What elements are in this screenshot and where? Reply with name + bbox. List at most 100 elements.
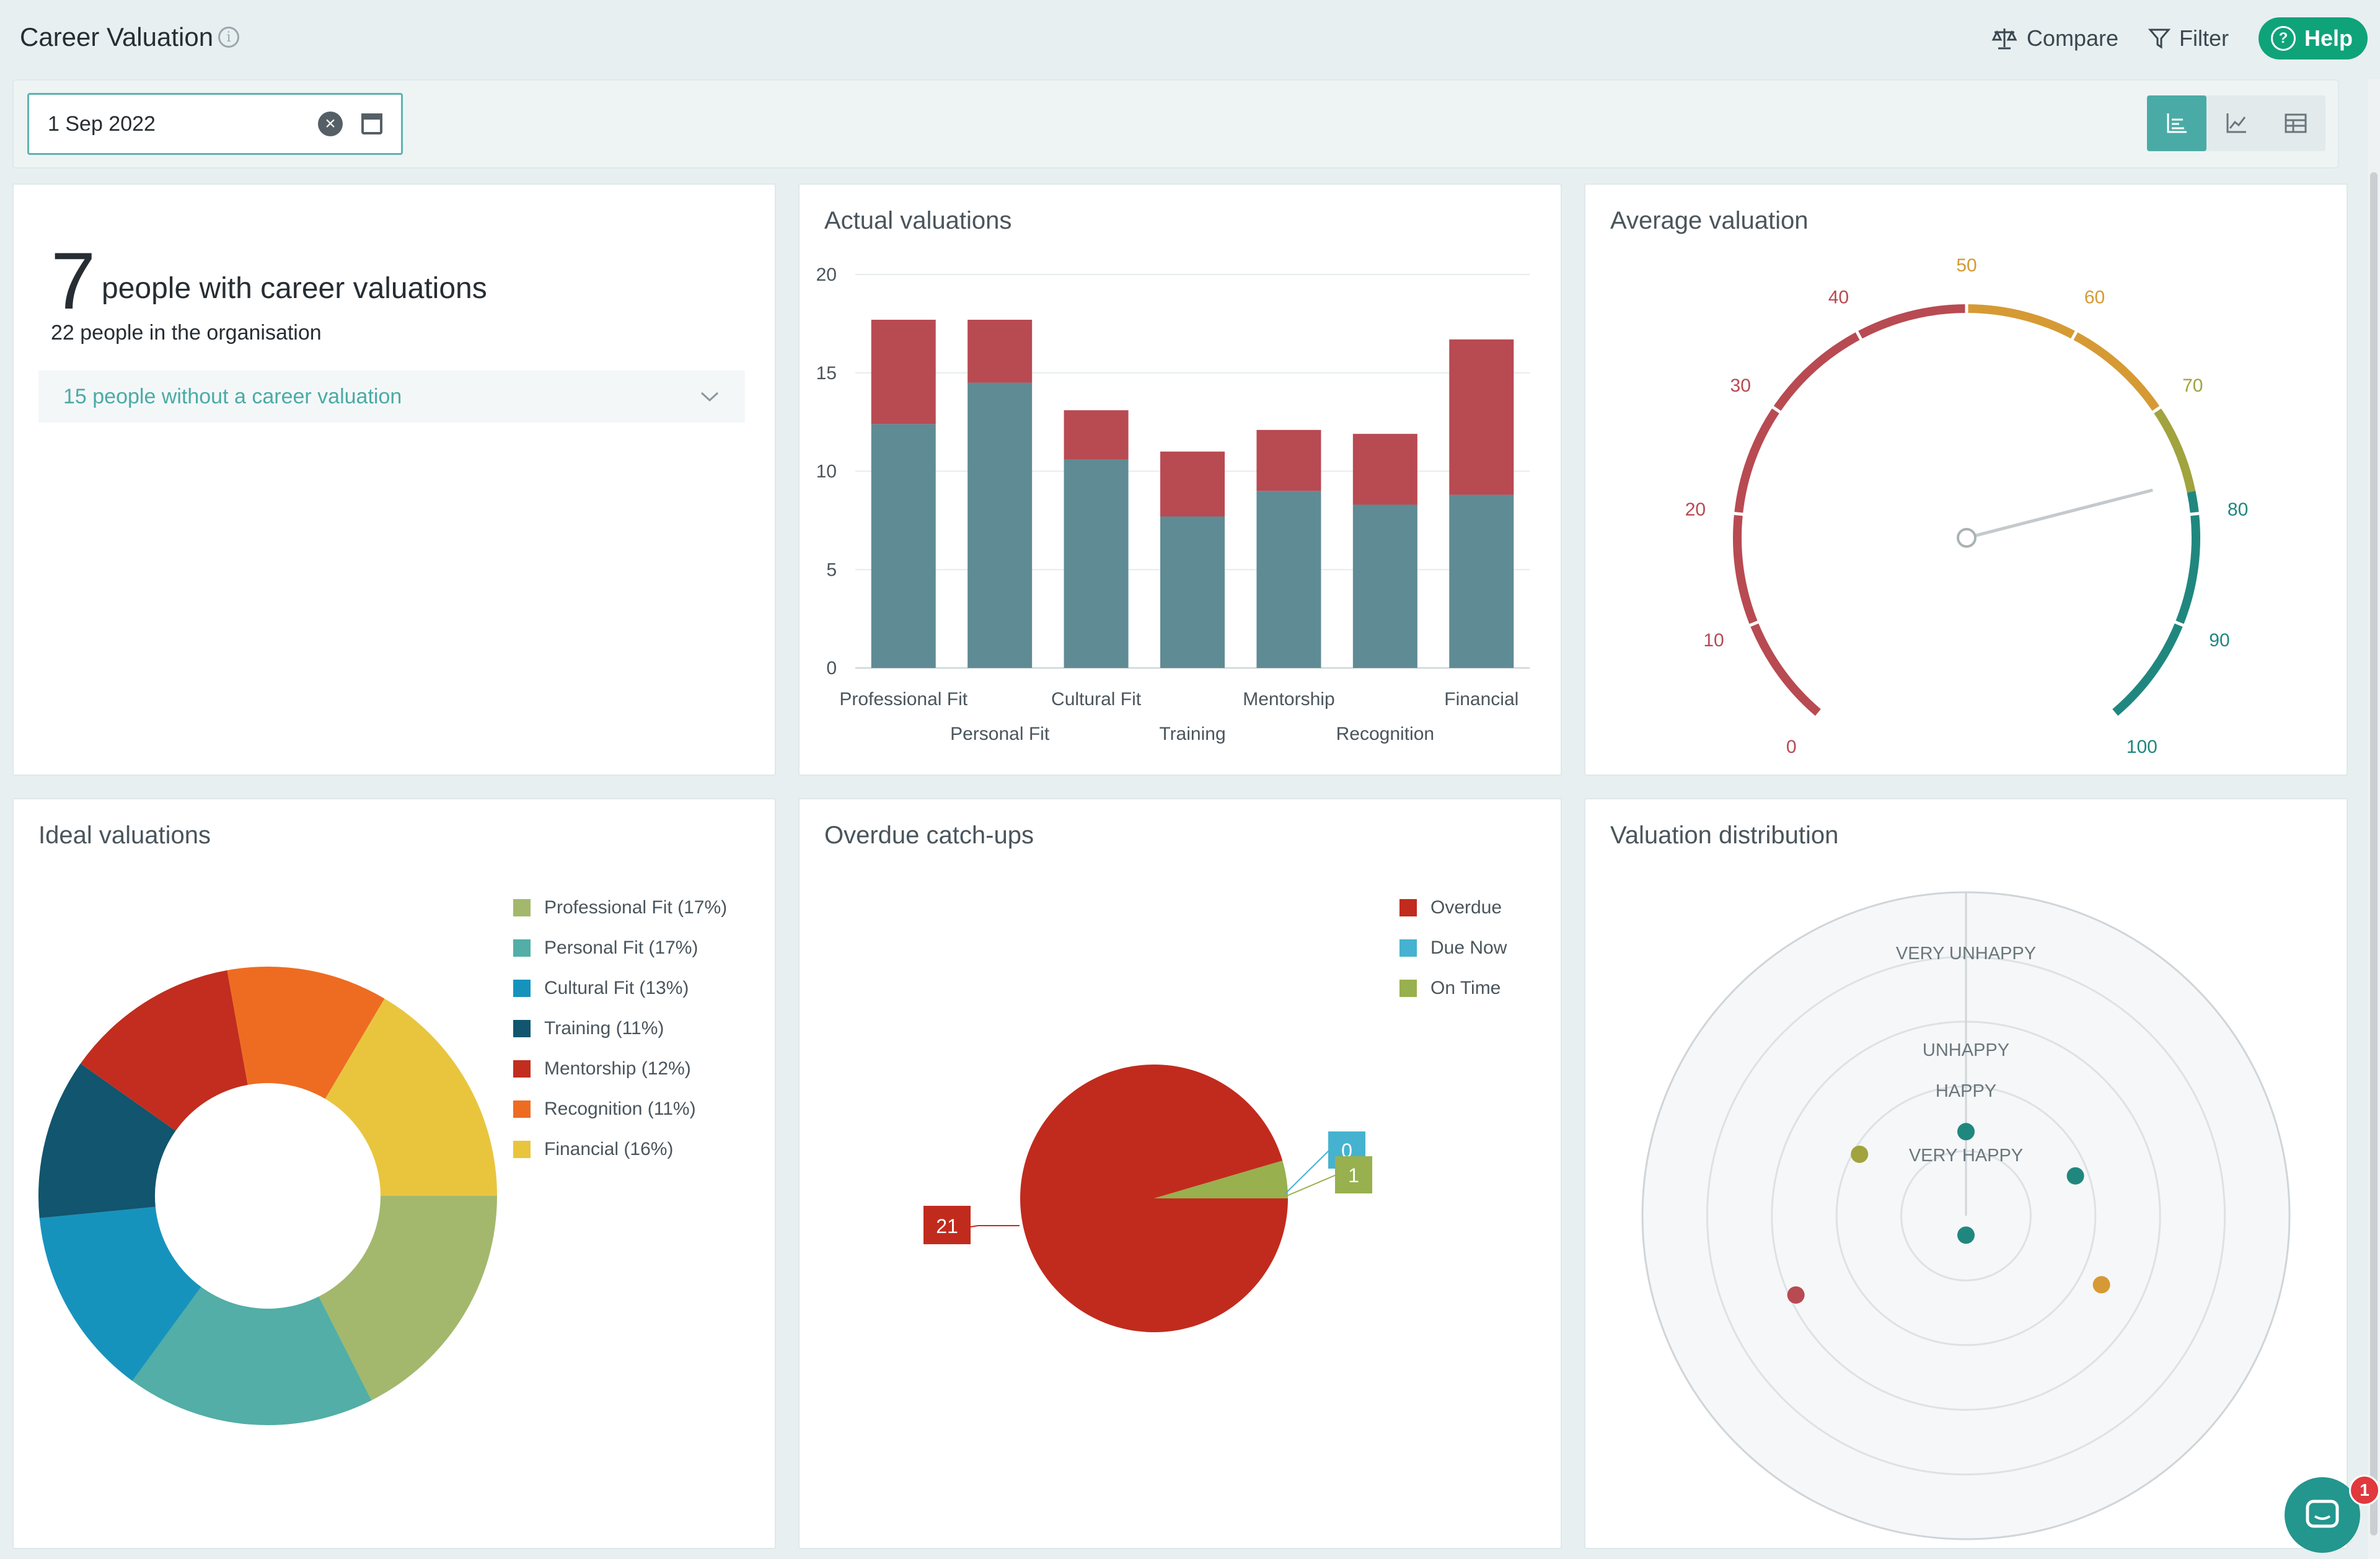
bar-segment-top — [967, 320, 1033, 383]
bar-segment-top — [1160, 451, 1225, 517]
gauge-tick — [1733, 512, 1744, 516]
scale-icon — [1991, 29, 2017, 50]
legend-item[interactable]: Overdue — [1399, 887, 1507, 928]
filter-icon — [2148, 29, 2171, 49]
gauge-tick — [2070, 330, 2078, 341]
ring-label: HAPPY — [1936, 1081, 1996, 1101]
gauge-tick — [2109, 708, 2118, 719]
filter-button[interactable]: Filter — [2148, 25, 2229, 51]
toolbar: 1 Sep 2022 × — [12, 79, 2339, 169]
date-input[interactable]: 1 Sep 2022 × — [27, 93, 403, 155]
top-bar: Career Valuation i Compare Filter ? Help — [0, 0, 2380, 78]
calendar-icon[interactable] — [361, 113, 382, 134]
bar-segment-base — [967, 382, 1033, 668]
y-tick-label: 5 — [826, 560, 837, 580]
gauge-tick — [1748, 620, 1760, 627]
legend-label: Mentorship (12%) — [544, 1058, 691, 1079]
card-title: Overdue catch-ups — [824, 822, 1034, 849]
legend-item[interactable]: On Time — [1399, 968, 1507, 1008]
legend-swatch — [513, 939, 531, 957]
bar-segment-top — [1352, 434, 1417, 505]
bar-segment-top — [1064, 410, 1129, 460]
scrollbar[interactable] — [2368, 79, 2380, 1559]
legend-item[interactable]: Mentorship (12%) — [513, 1048, 727, 1089]
scatter-point — [1957, 1226, 1975, 1244]
donut-slice — [38, 1063, 176, 1218]
scatter-point — [1787, 1286, 1805, 1304]
table-view-button[interactable] — [2266, 95, 2325, 151]
legend-item[interactable]: Cultural Fit (13%) — [513, 968, 727, 1008]
leader-line — [970, 1225, 1020, 1227]
gauge-arc-segment — [1966, 304, 2161, 413]
legend-item[interactable]: Recognition (11%) — [513, 1089, 727, 1129]
gauge-tick — [2189, 512, 2200, 516]
pie-slice-overdue — [1020, 1064, 1288, 1332]
table-icon — [2285, 113, 2307, 133]
data-label: 1 — [1348, 1164, 1359, 1187]
legend-item[interactable]: Training (11%) — [513, 1008, 727, 1048]
legend-label: Training (11%) — [544, 1017, 664, 1039]
gauge-pivot — [1957, 528, 1977, 548]
legend-item[interactable]: Personal Fit (17%) — [513, 928, 727, 968]
line-view-button[interactable] — [2206, 95, 2266, 151]
compare-button[interactable]: Compare — [1991, 25, 2118, 51]
donut-slice — [80, 970, 248, 1131]
actual-valuations-card: Actual valuations 0 5 10 15 20 Professional F… — [798, 183, 1562, 776]
clear-date-icon[interactable]: × — [318, 112, 343, 136]
ring-label: VERY UNHAPPY — [1896, 944, 2036, 964]
chevron-down-icon — [700, 392, 719, 402]
help-button[interactable]: ? Help — [2258, 17, 2368, 59]
legend-label: On Time — [1430, 977, 1501, 998]
x-tick-label: Cultural Fit — [1051, 689, 1142, 709]
x-tick-label: Professional Fit — [839, 689, 967, 709]
without-valuation-expander[interactable]: 15 people without a career valuation — [38, 371, 745, 423]
legend-swatch — [513, 1060, 531, 1078]
legend-item[interactable]: Professional Fit (17%) — [513, 887, 727, 928]
info-icon[interactable]: i — [218, 27, 240, 48]
org-people-text: 22 people in the organisation — [51, 321, 322, 345]
donut-slice — [319, 1196, 497, 1400]
average-valuation-gauge: 0 10 20 30 40 50 60 70 80 90 100 — [1685, 255, 2249, 757]
legend-label: Professional Fit (17%) — [544, 897, 728, 918]
gauge-tick-label: 0 — [1786, 737, 1797, 757]
people-count-label: people with career valuations — [102, 272, 487, 305]
gauge-tick-label: 30 — [1730, 375, 1751, 396]
pie-slice-ontime — [1154, 1161, 1288, 1198]
scatter-point — [1851, 1145, 1869, 1163]
gauge-tick-label: 20 — [1685, 499, 1706, 520]
legend-swatch — [513, 1100, 531, 1118]
x-tick-label: Personal Fit — [950, 724, 1050, 744]
legend-item[interactable]: Due Now — [1399, 928, 1507, 968]
card-title: Average valuation — [1610, 207, 1809, 234]
page-title: Career Valuation i — [20, 22, 240, 52]
legend-swatch — [1399, 939, 1417, 957]
chat-icon — [2306, 1500, 2339, 1528]
gauge-tick-label: 80 — [2228, 499, 2248, 520]
donut-slice — [227, 967, 385, 1099]
data-label-box — [923, 1206, 971, 1244]
ideal-valuations-card: Ideal valuations Professional Fit (17%) P… — [12, 798, 776, 1549]
data-label: 21 — [936, 1215, 958, 1237]
gauge-tick — [1771, 405, 1782, 414]
bar-view-button[interactable] — [2147, 95, 2206, 151]
donut-slice — [325, 998, 497, 1196]
legend-swatch — [513, 979, 531, 997]
gauge-tick-label: 60 — [2084, 288, 2105, 308]
y-tick-label: 10 — [816, 462, 837, 482]
legend-label: Personal Fit (17%) — [544, 937, 699, 958]
legend-item[interactable]: Financial (16%) — [513, 1129, 727, 1169]
gauge-tick-label: 70 — [2182, 375, 2203, 396]
gauge-tick — [2151, 405, 2162, 414]
summary-card: 7 people with career valuations 22 peopl… — [12, 183, 776, 776]
gauge-tick-label: 50 — [1956, 255, 1977, 276]
overdue-catchups-card: Overdue catch-ups 21 0 1 Overdue Due Now On … — [798, 798, 1562, 1549]
legend-label: Financial (16%) — [544, 1138, 674, 1159]
donut-slice — [39, 1206, 201, 1381]
scrollbar-thumb[interactable] — [2370, 172, 2378, 1535]
legend-swatch — [513, 1140, 531, 1158]
chat-button[interactable] — [2285, 1477, 2360, 1553]
legend-swatch — [1399, 898, 1417, 916]
x-tick-label: Training — [1159, 724, 1225, 744]
ring-label: UNHAPPY — [1923, 1040, 2009, 1060]
